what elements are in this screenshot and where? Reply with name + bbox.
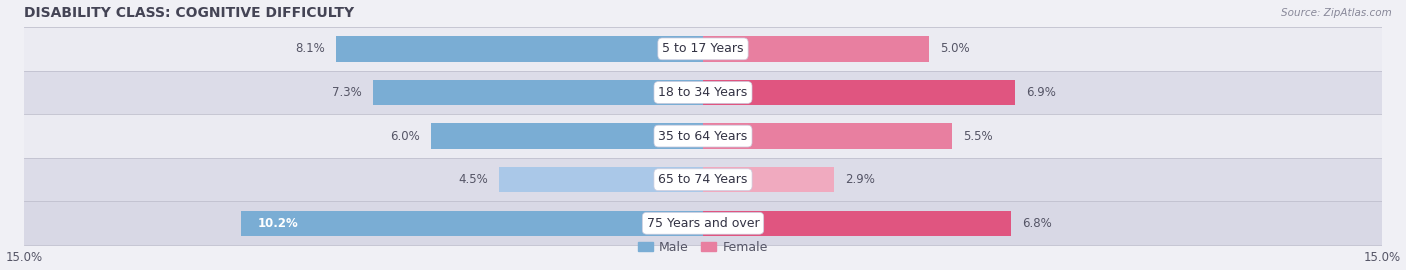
Bar bbox=[24, 158, 1382, 201]
Bar bbox=[703, 211, 1011, 236]
Bar bbox=[242, 211, 703, 236]
Bar bbox=[703, 36, 929, 62]
Bar bbox=[24, 27, 1382, 71]
Text: 65 to 74 Years: 65 to 74 Years bbox=[658, 173, 748, 186]
Bar bbox=[336, 36, 703, 62]
Bar bbox=[703, 167, 834, 192]
Text: 7.3%: 7.3% bbox=[332, 86, 361, 99]
Text: 4.5%: 4.5% bbox=[458, 173, 488, 186]
Text: 35 to 64 Years: 35 to 64 Years bbox=[658, 130, 748, 143]
Bar bbox=[432, 123, 703, 149]
Bar bbox=[24, 71, 1382, 114]
Text: 5 to 17 Years: 5 to 17 Years bbox=[662, 42, 744, 55]
Bar bbox=[499, 167, 703, 192]
Text: 8.1%: 8.1% bbox=[295, 42, 325, 55]
Text: 6.8%: 6.8% bbox=[1022, 217, 1052, 230]
Bar bbox=[703, 80, 1015, 105]
Text: 10.2%: 10.2% bbox=[257, 217, 298, 230]
Bar bbox=[703, 123, 952, 149]
Text: 2.9%: 2.9% bbox=[845, 173, 876, 186]
Bar bbox=[24, 114, 1382, 158]
Text: 75 Years and over: 75 Years and over bbox=[647, 217, 759, 230]
Text: 6.0%: 6.0% bbox=[391, 130, 420, 143]
Bar bbox=[24, 201, 1382, 245]
Legend: Male, Female: Male, Female bbox=[633, 236, 773, 259]
Text: DISABILITY CLASS: COGNITIVE DIFFICULTY: DISABILITY CLASS: COGNITIVE DIFFICULTY bbox=[24, 6, 354, 19]
Bar bbox=[373, 80, 703, 105]
Text: Source: ZipAtlas.com: Source: ZipAtlas.com bbox=[1281, 8, 1392, 18]
Text: 5.0%: 5.0% bbox=[941, 42, 970, 55]
Text: 18 to 34 Years: 18 to 34 Years bbox=[658, 86, 748, 99]
Text: 6.9%: 6.9% bbox=[1026, 86, 1056, 99]
Text: 5.5%: 5.5% bbox=[963, 130, 993, 143]
